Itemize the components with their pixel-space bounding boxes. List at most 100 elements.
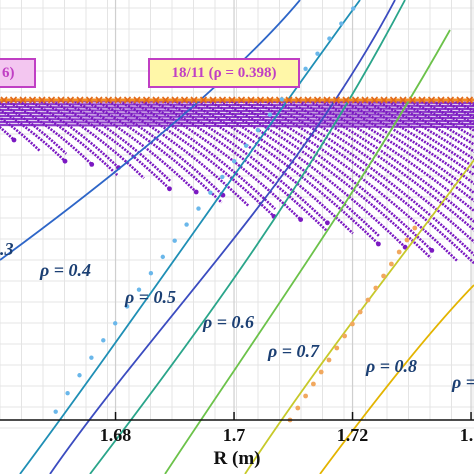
marker-stroke — [446, 96, 455, 104]
surface-dot-orange — [311, 381, 316, 387]
marker-stroke — [456, 96, 464, 104]
rational-surface-marker — [323, 96, 331, 104]
marker-stroke — [237, 96, 246, 104]
surface-dot-orange — [412, 225, 418, 231]
rational-surface-marker — [104, 96, 113, 104]
rational-surface-marker — [332, 96, 341, 104]
annotation-text-18-11: 18/11 (ρ = 0.398) — [171, 65, 277, 81]
marker-stroke — [370, 96, 379, 104]
marker-stroke — [361, 96, 369, 104]
flux-surface-curve — [19, 0, 361, 474]
marker-stroke — [123, 96, 132, 104]
surface-dot-orange — [303, 393, 308, 399]
rho-label: ρ = 0.6 — [202, 312, 254, 332]
rational-surface-marker — [38, 96, 46, 104]
marker-stroke — [247, 96, 255, 104]
surface-dot-blue — [351, 6, 356, 11]
surface-dot-blue — [89, 355, 94, 360]
annotation-box-left: 6) — [0, 58, 36, 88]
trace-end-point — [298, 217, 304, 223]
field-line-trace — [26, 98, 120, 169]
marker-stroke — [180, 96, 189, 104]
rho-label: .3 — [0, 239, 14, 259]
rational-surface-marker — [218, 96, 227, 104]
marker-stroke — [437, 96, 445, 104]
x-ticks: 1.68 1.7 1.72 1.7 — [0, 412, 474, 445]
flux-surface-curve — [319, 284, 474, 474]
rational-surface-marker — [228, 96, 236, 104]
rational-surface-marker — [446, 96, 455, 104]
rho-labels: .3 ρ = 0.4 ρ = 0.5 ρ = 0.6 ρ = 0.7 ρ = 0.8 ρ =… — [0, 239, 474, 392]
surface-dot-blue — [267, 112, 273, 117]
surface-dot-blue — [101, 338, 106, 343]
surface-dot-blue — [339, 21, 344, 26]
rational-surface-marker — [28, 96, 37, 104]
trace-band — [0, 123, 474, 129]
rational-surface-marker — [399, 96, 407, 104]
marker-stroke — [418, 96, 426, 104]
marker-stroke — [427, 96, 436, 104]
field-line-trace — [172, 98, 354, 235]
trace-band — [0, 105, 474, 111]
rational-surface-marker — [19, 96, 27, 104]
surface-dot-blue — [184, 222, 189, 227]
marker-stroke — [408, 96, 417, 104]
surface-dot-orange — [295, 405, 301, 411]
marker-stroke — [47, 96, 56, 104]
trace-band — [0, 114, 474, 120]
rational-surface-marker — [465, 96, 474, 104]
marker-stroke — [380, 96, 388, 104]
rational-surface-marker — [266, 96, 274, 104]
trace-end-point — [429, 248, 435, 253]
surface-dot-blue — [148, 271, 154, 276]
trace-band — [0, 117, 474, 123]
surface-dot-blue — [136, 287, 142, 292]
flux-surface-curve — [49, 0, 396, 474]
surface-dot-blue — [196, 206, 201, 211]
marker-stroke — [399, 96, 407, 104]
rational-surface-marker — [161, 96, 170, 104]
marker-stroke — [304, 96, 312, 104]
marker-stroke — [85, 96, 94, 104]
surface-dot-orange — [326, 357, 332, 363]
rational-surface-marker — [190, 96, 198, 104]
rational-surface-marker — [237, 96, 246, 104]
surface-dot-blue — [232, 159, 237, 164]
rational-surface-marker — [361, 96, 369, 104]
rational-surface-marker — [313, 96, 322, 104]
marker-stroke — [161, 96, 170, 104]
rho-label: ρ = 0.5 — [124, 287, 176, 307]
surface-dot-orange — [365, 297, 371, 303]
trace-end-point — [62, 158, 68, 164]
flux-surface-curve — [164, 29, 451, 474]
rational-surface-marker — [66, 96, 75, 104]
rational-surface-marker — [9, 96, 18, 104]
trace-end-point — [89, 162, 95, 167]
marker-stroke — [285, 96, 293, 104]
x-tick-label: 1.72 — [337, 425, 369, 445]
rational-surface-marker — [304, 96, 312, 104]
rational-surface-marker — [199, 96, 208, 104]
rational-surface-marker — [456, 96, 464, 104]
x-axis-label: R (m) — [213, 448, 261, 469]
surface-dot-blue — [279, 97, 284, 102]
surface-dot-blue — [124, 304, 130, 309]
marker-stroke — [66, 96, 75, 104]
surface-dot-blue — [160, 254, 165, 260]
surface-dot-blue — [77, 373, 82, 378]
field-line-trace — [306, 98, 474, 213]
field-line-trace — [82, 98, 223, 204]
marker-stroke — [313, 96, 322, 104]
surface-dot-orange — [318, 369, 324, 375]
flux-surface-curve — [0, 0, 301, 261]
marker-stroke — [95, 96, 103, 104]
trace-band — [0, 102, 474, 108]
field-line-trace — [250, 98, 474, 265]
annotation-box-18-11: 18/11 (ρ = 0.398) — [148, 58, 300, 88]
marker-stroke — [351, 96, 360, 104]
marker-stroke — [114, 96, 122, 104]
rational-surface-marker — [85, 96, 94, 104]
surface-dot-blue — [243, 143, 249, 148]
marker-stroke — [465, 96, 474, 104]
surface-dot-blue — [172, 238, 177, 243]
